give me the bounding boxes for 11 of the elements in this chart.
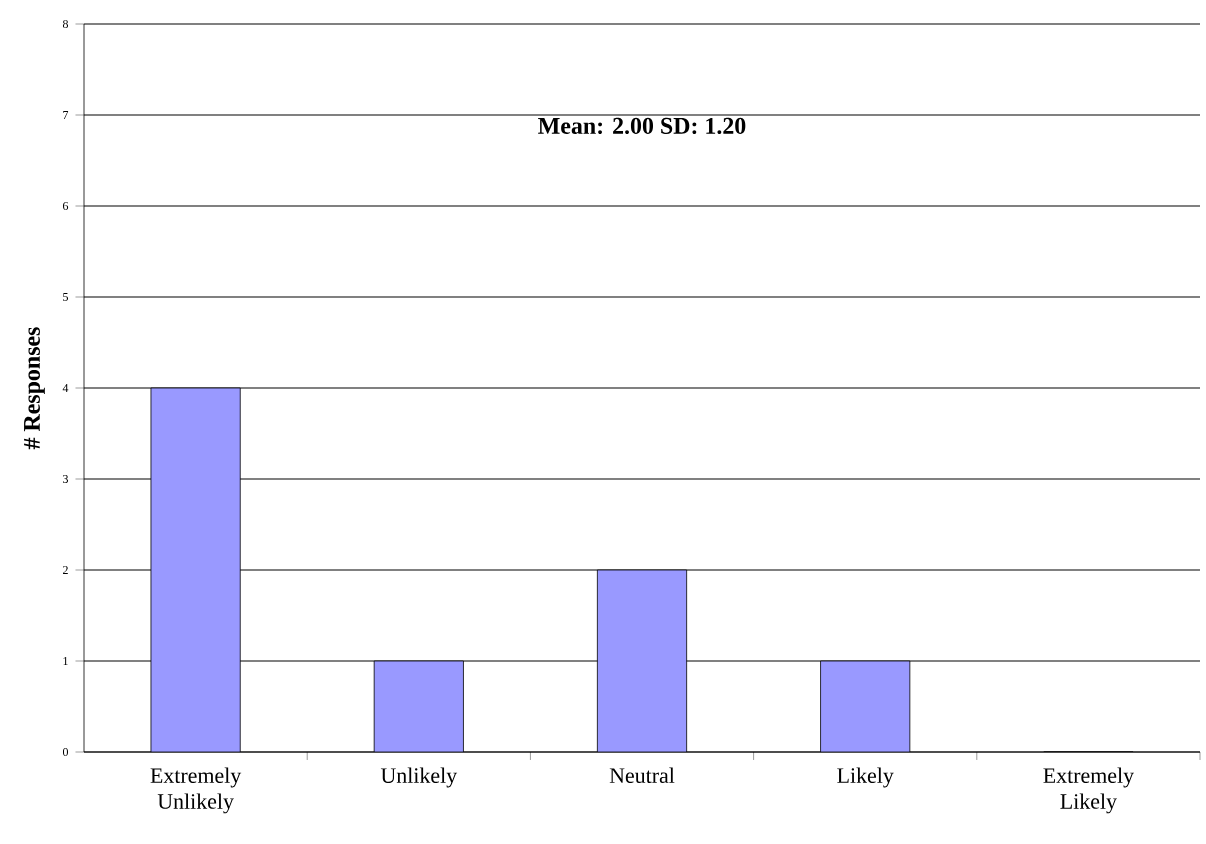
annotation: Mean: 2.00 SD: 1.20 <box>538 117 746 135</box>
x-tick-label: Unlikely <box>380 767 458 788</box>
y-axis-title: # Responses <box>24 327 45 450</box>
bar <box>820 660 911 752</box>
x-tick-label: Neutral <box>609 767 675 783</box>
bar <box>596 569 688 752</box>
x-tick-label: Likely <box>837 767 894 788</box>
x-tick-label: Extremely Unlikely <box>150 767 242 814</box>
x-tick-label: Extremely Likely <box>1043 767 1134 814</box>
bar <box>373 660 464 752</box>
bar <box>150 387 241 752</box>
